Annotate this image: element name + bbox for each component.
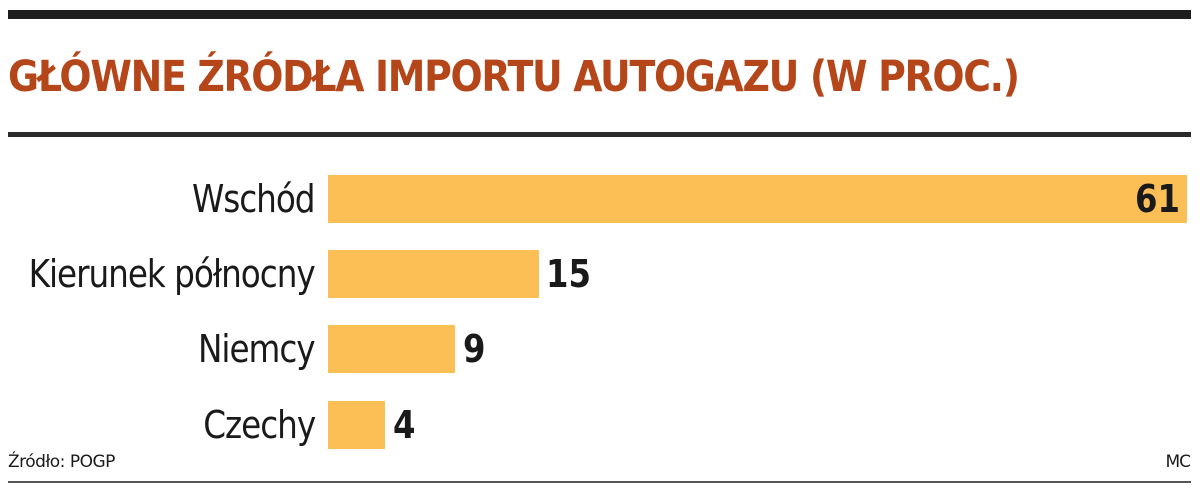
bar [328, 401, 385, 449]
value-label: 61 [1135, 177, 1180, 221]
bar [328, 325, 455, 373]
bar-row-czechy: Czechy 4 [0, 401, 1200, 449]
category-label: Czechy [203, 403, 316, 447]
bar-row-wschod: Wschód 61 [0, 175, 1200, 223]
source-note: Źródło: POGP [8, 452, 115, 472]
bar-row-niemcy: Niemcy 9 [0, 325, 1200, 373]
value-label: 9 [463, 327, 486, 371]
bottom-rule [8, 481, 1191, 483]
category-label: Wschód [192, 177, 316, 221]
value-label: 15 [546, 252, 591, 296]
category-label: Kierunek północny [28, 252, 316, 296]
chart-title: GŁÓWNE ŹRÓDŁA IMPORTU AUTOGAZU (W PROC.) [8, 52, 1020, 102]
top-rule [8, 10, 1191, 19]
value-label: 4 [393, 403, 416, 447]
title-underline-rule [8, 132, 1191, 137]
bar [328, 175, 1187, 223]
bar-row-kierunek-polnocny: Kierunek północny 15 [0, 250, 1200, 298]
author-credit: MC [1165, 452, 1191, 472]
category-label: Niemcy [198, 327, 316, 371]
bar [328, 250, 539, 298]
